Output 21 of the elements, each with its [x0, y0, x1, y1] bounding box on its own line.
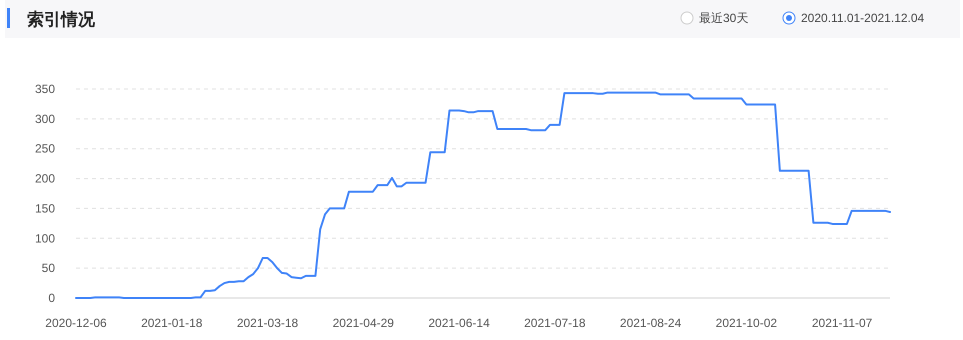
x-tick-label: 2021-06-14	[428, 316, 490, 330]
x-tick-label: 2020-12-06	[45, 316, 108, 330]
text: 2020.11.01-2021.12.04	[801, 11, 925, 25]
x-tick-label: 2021-08-24	[620, 316, 682, 330]
y-tick-label: 300	[34, 112, 56, 126]
x-tick-label: 2021-03-18	[236, 316, 299, 330]
chart-title: 索引情况	[27, 10, 96, 29]
x-tick-label: 2021-11-07	[812, 316, 873, 330]
y-tick-label: 200	[34, 172, 56, 186]
y-tick-label: 350	[34, 82, 56, 96]
y-tick-label: 0	[48, 291, 56, 305]
text: 最近30天	[699, 11, 748, 25]
x-tick-label: 2021-04-29	[332, 316, 394, 330]
y-tick-label: 100	[34, 231, 56, 246]
x-tick-label: 2021-01-18	[141, 316, 203, 330]
y-tick-label: 250	[34, 142, 56, 156]
y-tick-label: 50	[42, 261, 56, 276]
x-tick-label: 2021-10-02	[716, 316, 778, 330]
line-series	[75, 92, 891, 299]
y-tick-label: 150	[34, 201, 56, 216]
x-tick-label: 2021-07-18	[524, 316, 586, 330]
